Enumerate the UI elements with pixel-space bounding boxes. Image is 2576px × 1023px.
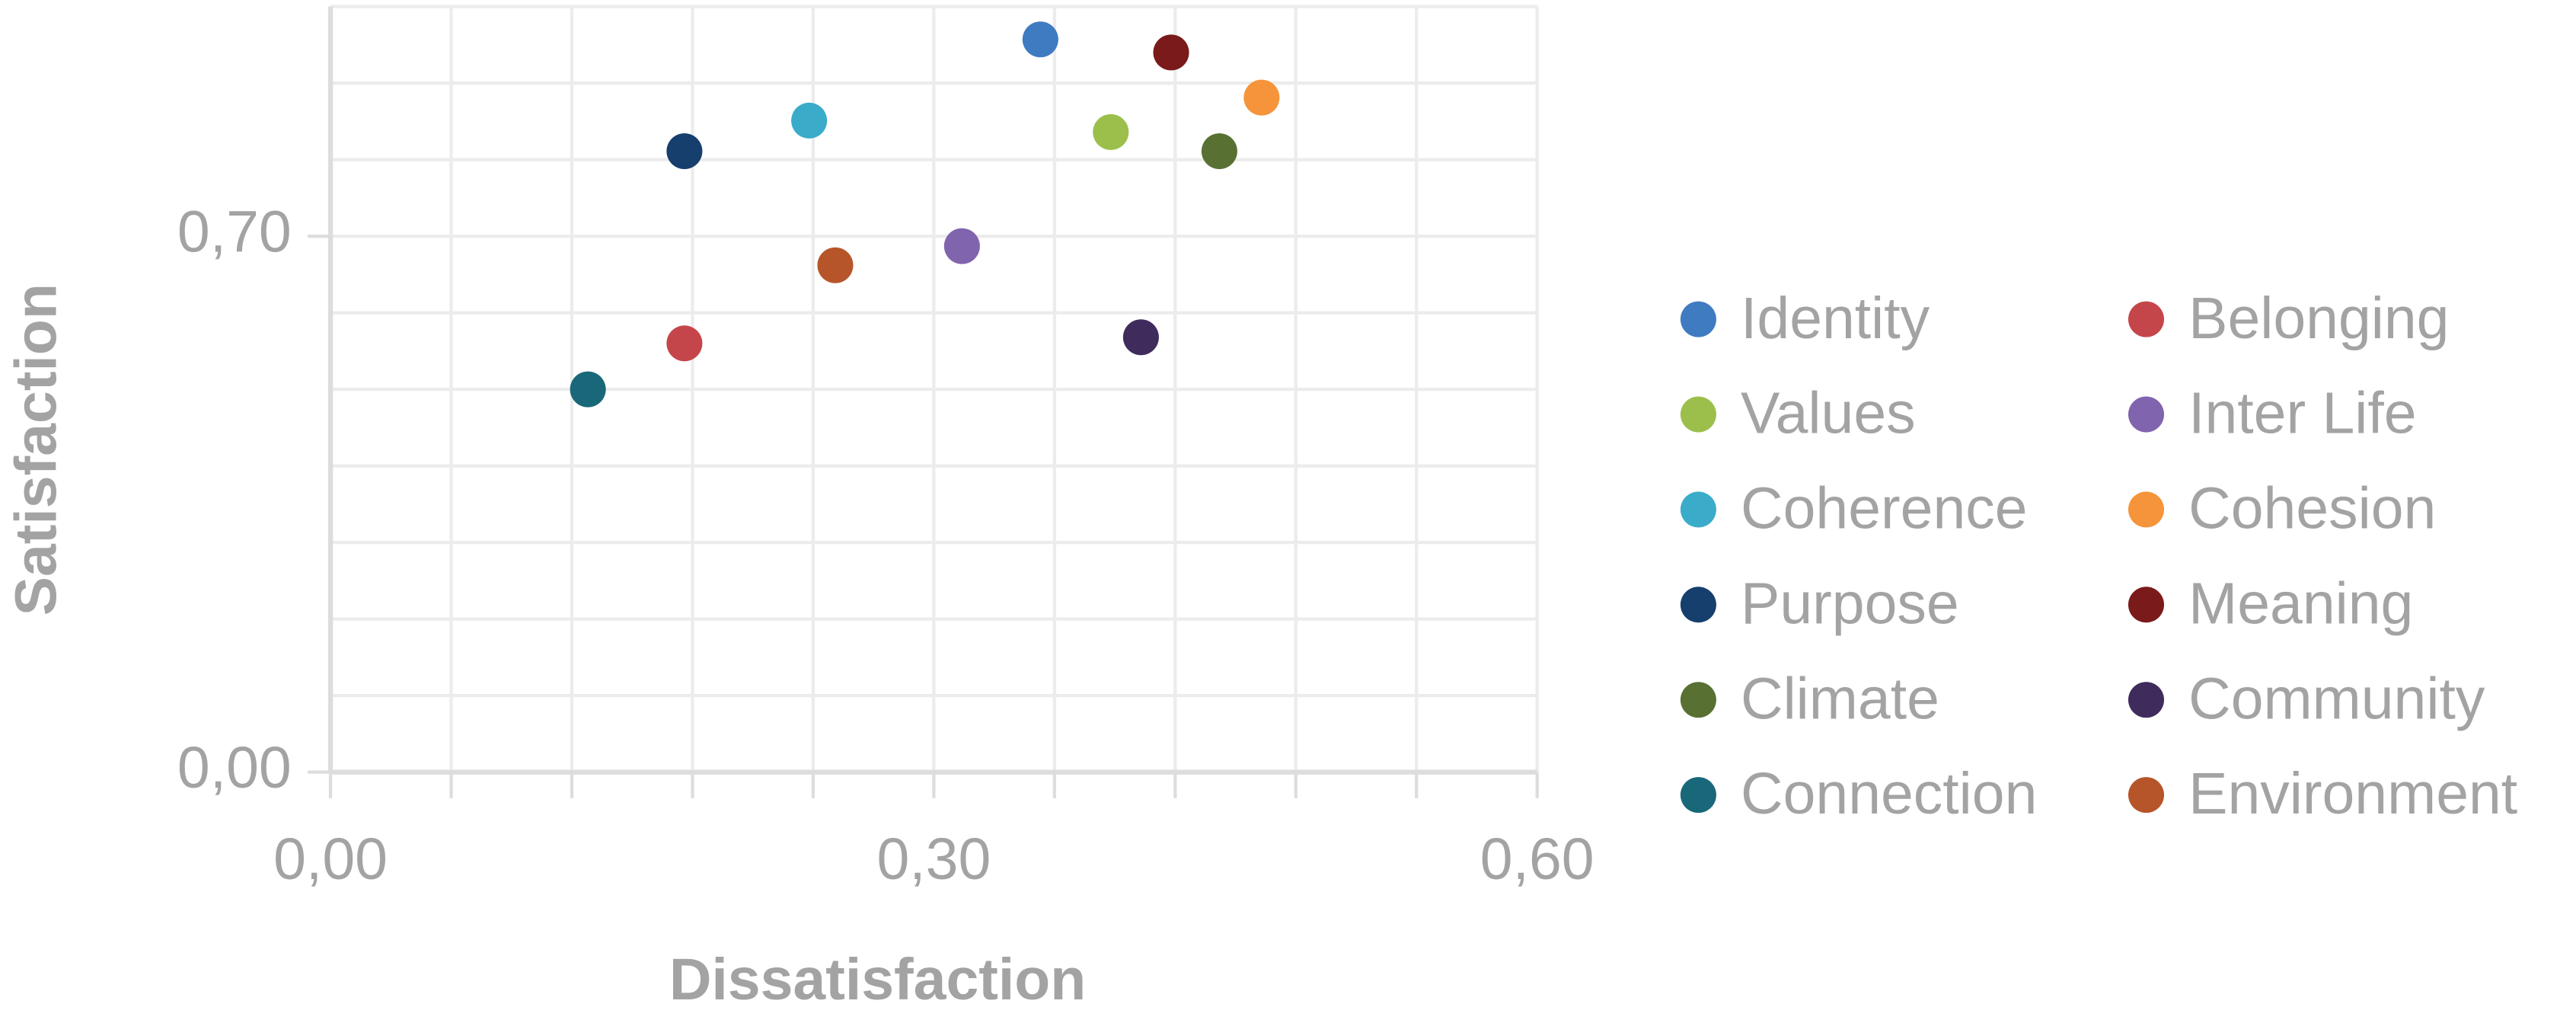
legend-marker (1680, 396, 1716, 433)
scatter-point (817, 247, 854, 283)
legend-marker (2128, 587, 2165, 623)
scatter-point (1201, 133, 1237, 170)
scatter-point (1122, 319, 1159, 356)
x-axis-label: Dissatisfaction (669, 947, 1087, 1012)
x-tick-label: 0,30 (876, 826, 991, 892)
scatter-point (1022, 21, 1058, 58)
legend-marker (1680, 777, 1716, 814)
legend-marker (2128, 301, 2165, 337)
scatter-point (666, 325, 703, 362)
legend-label: Inter Life (2188, 381, 2417, 446)
scatter-point (1093, 113, 1129, 150)
x-tick-label: 0,00 (273, 826, 388, 892)
scatter-point (943, 228, 980, 264)
scatter-point (666, 133, 703, 170)
legend-marker (2128, 682, 2165, 718)
x-tick-label: 0,60 (1480, 826, 1594, 892)
legend-label: Environment (2188, 761, 2517, 826)
y-tick-label: 0,00 (177, 735, 292, 801)
legend-label: Identity (1741, 286, 1930, 351)
scatter-point (791, 102, 828, 139)
legend-marker (1680, 587, 1716, 623)
legend-label: Coherence (1741, 476, 2028, 542)
legend-marker (1680, 301, 1716, 337)
y-axis-label: Satisfaction (4, 283, 69, 615)
legend-marker (2128, 777, 2165, 814)
legend-marker (1680, 682, 1716, 718)
legend-label: Climate (1741, 666, 1939, 731)
y-tick-label: 0,70 (177, 199, 292, 264)
legend-label: Belonging (2188, 286, 2449, 351)
legend-label: Connection (1741, 761, 2037, 826)
legend-label: Meaning (2188, 571, 2413, 636)
scatter-point (570, 371, 606, 408)
legend-label: Purpose (1741, 571, 1959, 636)
legend-label: Cohesion (2188, 476, 2436, 542)
scatter-point (1243, 79, 1280, 116)
legend-marker (1680, 491, 1716, 528)
legend-label: Values (1741, 381, 1916, 446)
legend-marker (2128, 396, 2165, 433)
legend-marker (2128, 491, 2165, 528)
legend-label: Community (2188, 666, 2485, 731)
scatter-point (1153, 34, 1189, 71)
